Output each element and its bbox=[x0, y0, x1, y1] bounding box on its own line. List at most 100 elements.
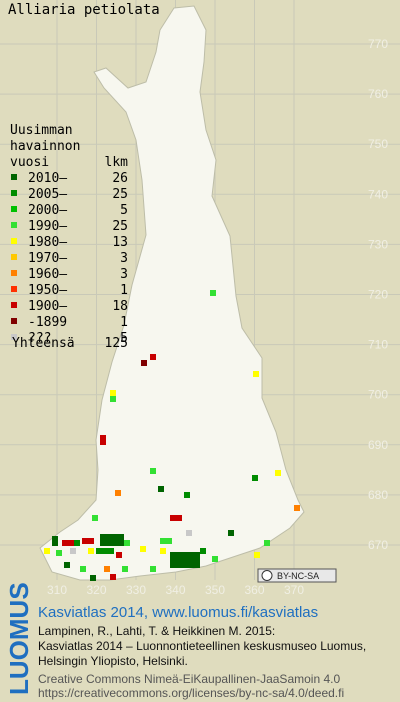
legend-count: 25 bbox=[112, 187, 128, 202]
occurrence bbox=[110, 396, 116, 402]
occurrence bbox=[64, 562, 70, 568]
legend-count: 25 bbox=[112, 219, 128, 234]
occurrence bbox=[115, 490, 121, 496]
y-label: 730 bbox=[368, 237, 388, 251]
legend-swatch bbox=[11, 254, 17, 260]
occurrence bbox=[210, 290, 216, 296]
occurrence bbox=[62, 540, 74, 546]
occurrence bbox=[158, 486, 164, 492]
legend-swatch bbox=[11, 174, 17, 180]
occurrence bbox=[160, 548, 166, 554]
legend-count: 5 bbox=[120, 203, 128, 218]
x-label: 350 bbox=[205, 583, 225, 597]
x-label: 310 bbox=[47, 583, 67, 597]
occurrence bbox=[74, 540, 80, 546]
y-label: 740 bbox=[368, 187, 388, 201]
occurrence bbox=[170, 552, 200, 568]
occurrence bbox=[140, 546, 146, 552]
x-label: 340 bbox=[165, 583, 185, 597]
legend-swatch bbox=[11, 302, 17, 308]
legend-swatch bbox=[11, 334, 17, 340]
legend-swatch bbox=[11, 318, 17, 324]
legend-label: 2005– bbox=[28, 187, 67, 202]
legend-label: ??? bbox=[28, 331, 51, 346]
x-label: 360 bbox=[244, 583, 264, 597]
legend-count: 5 bbox=[120, 331, 128, 346]
occurrence bbox=[96, 548, 114, 554]
occurrence bbox=[254, 552, 260, 558]
legend-count: 18 bbox=[112, 299, 128, 314]
legend-column: lkm bbox=[105, 155, 129, 170]
x-label: 320 bbox=[86, 583, 106, 597]
occurrence bbox=[150, 468, 156, 474]
occurrence bbox=[294, 505, 300, 511]
cc-icon bbox=[261, 570, 273, 581]
occurrence bbox=[252, 475, 258, 481]
y-label: 720 bbox=[368, 288, 388, 302]
y-label: 770 bbox=[368, 37, 388, 51]
occurrence bbox=[124, 540, 130, 546]
occurrence bbox=[184, 492, 190, 498]
y-label: 700 bbox=[368, 388, 388, 402]
legend-count: 26 bbox=[112, 171, 128, 186]
y-label: 710 bbox=[368, 338, 388, 352]
occurrence bbox=[52, 536, 58, 546]
y-label: 680 bbox=[368, 488, 388, 502]
legend-label: 2000– bbox=[28, 203, 67, 218]
legend-label: 1990– bbox=[28, 219, 67, 234]
y-label: 760 bbox=[368, 87, 388, 101]
occurrence bbox=[253, 371, 259, 377]
legend-swatch bbox=[11, 222, 17, 228]
occurrence bbox=[116, 552, 122, 558]
legend-label: 1970– bbox=[28, 251, 67, 266]
occurrence bbox=[160, 538, 172, 544]
legend-swatch bbox=[11, 286, 17, 292]
logo: LUOMUS bbox=[4, 582, 34, 695]
legend-label: 1980– bbox=[28, 235, 67, 250]
legend-label: 1960– bbox=[28, 267, 67, 282]
occurrence bbox=[275, 470, 281, 476]
license-text: Creative Commons Nimeä-EiKaupallinen-Jaa… bbox=[38, 672, 340, 686]
legend-swatch bbox=[11, 206, 17, 212]
occurrence-squares bbox=[44, 290, 300, 581]
occurrence bbox=[56, 550, 62, 556]
occurrence bbox=[100, 435, 106, 445]
occurrence bbox=[186, 530, 192, 536]
occurrence bbox=[100, 534, 124, 546]
badge-box bbox=[257, 568, 337, 583]
y-label: 690 bbox=[368, 438, 388, 452]
occurrence bbox=[88, 548, 94, 554]
occurrence bbox=[150, 566, 156, 572]
occurrence bbox=[80, 566, 86, 572]
occurrence bbox=[170, 515, 182, 521]
credits-heading: Kasviatlas 2014, www.luomus.fi/kasviatla… bbox=[38, 604, 318, 621]
legend-count: 3 bbox=[120, 251, 128, 266]
occurrence bbox=[150, 354, 156, 360]
occurrence bbox=[228, 530, 234, 536]
y-label: 750 bbox=[368, 137, 388, 151]
legend-heading: Uusimman bbox=[10, 123, 73, 138]
legend-count: 1 bbox=[120, 315, 128, 330]
legend-swatch bbox=[11, 190, 17, 196]
occurrence bbox=[90, 575, 96, 581]
legend-count: 13 bbox=[112, 235, 128, 250]
x-label: 370 bbox=[284, 583, 304, 597]
legend-label: 2010– bbox=[28, 171, 67, 186]
legend-label: 1950– bbox=[28, 283, 67, 298]
occurrence bbox=[92, 515, 98, 521]
legend-count: 3 bbox=[120, 267, 128, 282]
citation: Helsingin Yliopisto, Helsinki. bbox=[38, 654, 188, 668]
occurrence bbox=[82, 538, 94, 544]
occurrence bbox=[44, 548, 50, 554]
title: Alliaria petiolata bbox=[8, 2, 160, 18]
occurrence bbox=[110, 390, 116, 396]
occurrence bbox=[70, 548, 76, 554]
legend-heading: havainnon bbox=[10, 139, 80, 154]
occurrence bbox=[200, 548, 206, 554]
legend-swatch bbox=[11, 238, 17, 244]
legend-label: -1899 bbox=[28, 315, 67, 330]
citation: Kasviatlas 2014 – Luonnontieteellinen ke… bbox=[38, 639, 366, 653]
x-label: 330 bbox=[126, 583, 146, 597]
license-text: https://creativecommons.org/licenses/by-… bbox=[38, 686, 344, 700]
